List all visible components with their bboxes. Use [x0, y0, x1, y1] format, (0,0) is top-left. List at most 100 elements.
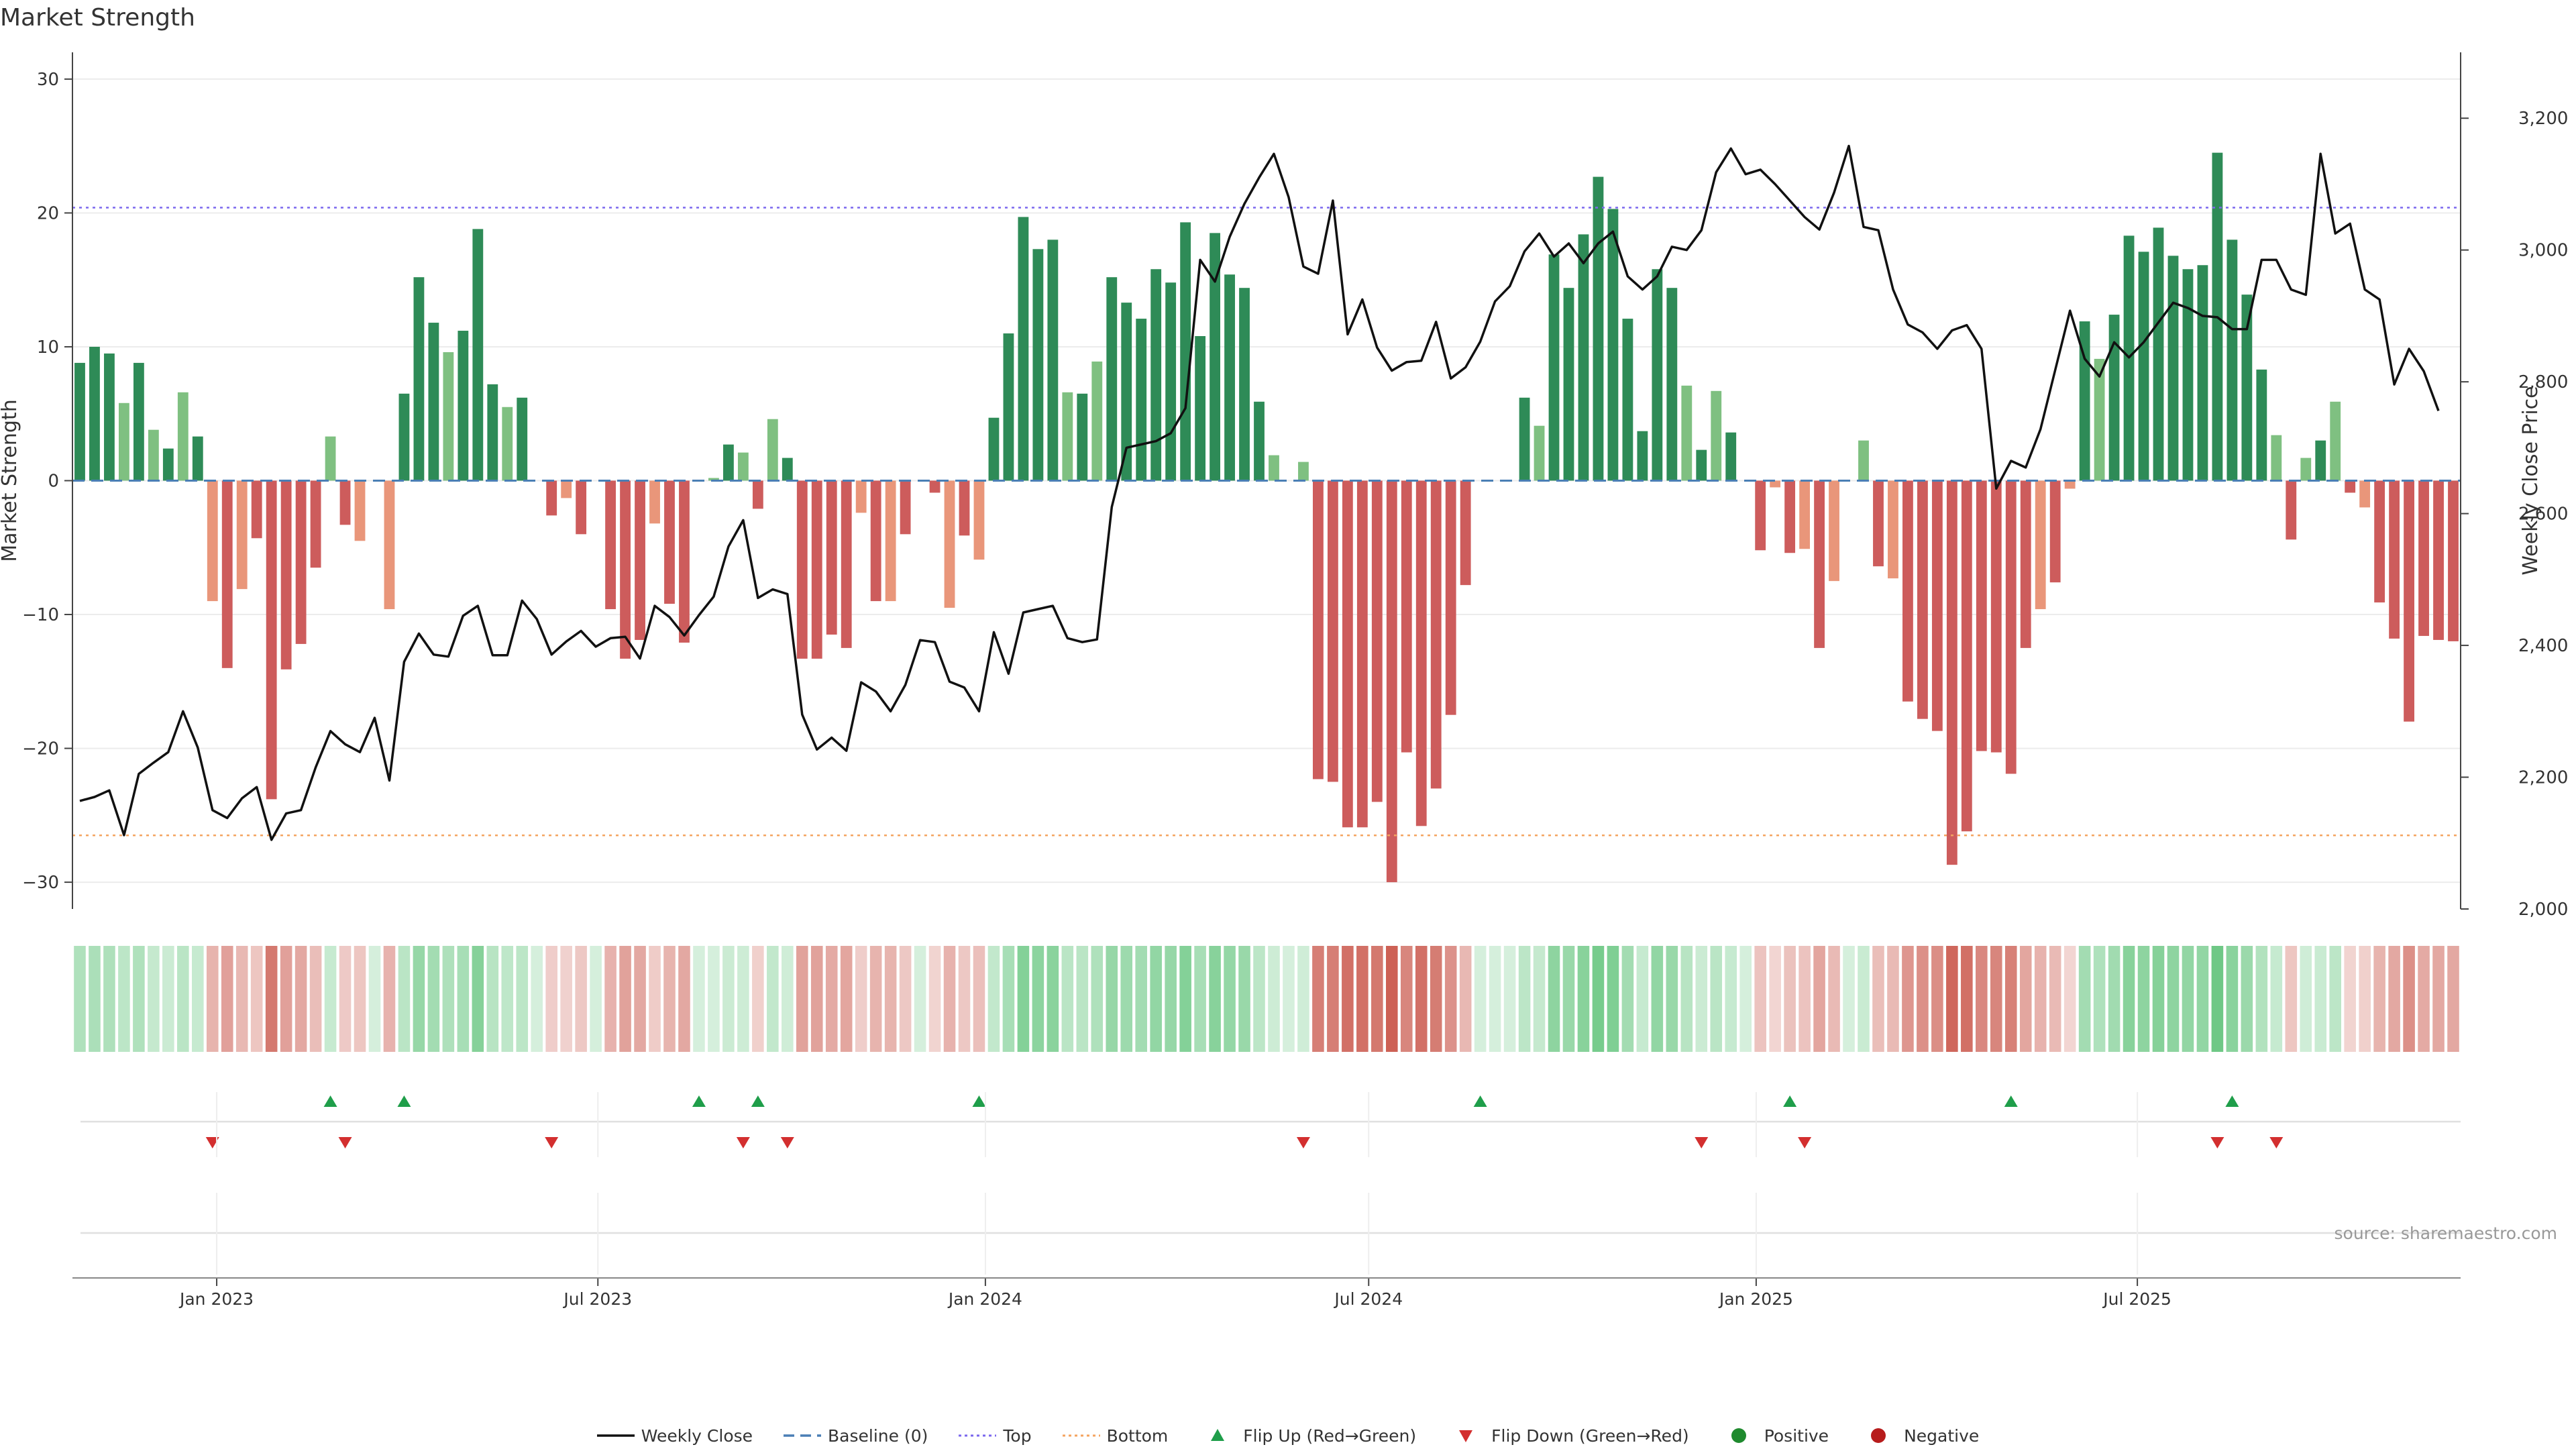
- y-tick-label-right: 2,200: [2518, 768, 2568, 788]
- heat-cell: [250, 946, 263, 1052]
- negative-bar: [354, 480, 366, 541]
- heat-cell: [869, 946, 882, 1052]
- flip-markers: [80, 1095, 2461, 1234]
- triangle-down-icon: [1459, 1430, 1473, 1442]
- triangle-up-icon: [1211, 1429, 1225, 1441]
- heat-cell: [2388, 946, 2400, 1052]
- flip-up-marker: [1783, 1095, 1797, 1107]
- negative-bar: [1873, 480, 1884, 567]
- positive-bar: [2197, 265, 2208, 481]
- positive-bar: [1666, 288, 1678, 481]
- negative-bar: [900, 480, 911, 535]
- positive-bar: [722, 444, 734, 481]
- legend-flip-down[interactable]: Flip Down (Green→Red): [1447, 1426, 1689, 1446]
- positive-bar: [148, 429, 159, 481]
- negative-bar: [1356, 480, 1368, 828]
- negative-bar: [1445, 480, 1456, 715]
- legend-top[interactable]: Top: [959, 1426, 1032, 1446]
- legend-label: Baseline (0): [828, 1426, 928, 1446]
- x-tick-label: Jul 2023: [562, 1289, 632, 1309]
- heat-cell: [1415, 946, 1428, 1052]
- positive-bar: [1725, 432, 1737, 481]
- heat-cell: [1828, 946, 1840, 1052]
- strength-heat-strip: [74, 946, 2459, 1052]
- legend-label: Flip Up (Red→Green): [1243, 1426, 1417, 1446]
- legend: Weekly Close Baseline (0) Top Bottom Fli…: [0, 1422, 2576, 1449]
- legend-flip-up[interactable]: Flip Up (Red→Green): [1199, 1426, 1416, 1446]
- heat-cell: [177, 946, 189, 1052]
- positive-bar: [1032, 249, 1044, 481]
- heat-cell: [619, 946, 631, 1052]
- legend-bottom[interactable]: Bottom: [1062, 1426, 1169, 1446]
- heat-cell: [1076, 946, 1089, 1052]
- negative-bar: [310, 480, 321, 568]
- heat-cell: [2285, 946, 2298, 1052]
- heat-cell: [1327, 946, 1339, 1052]
- reference-lines: [72, 207, 2461, 837]
- flip-up-marker: [323, 1095, 337, 1107]
- positive-bar: [1165, 282, 1177, 481]
- heat-cell: [2108, 946, 2121, 1052]
- legend-weekly-close[interactable]: Weekly Close: [596, 1426, 753, 1446]
- positive-bar: [1239, 288, 1250, 481]
- positive-bar: [1195, 336, 1206, 481]
- x-tick-label: Jan 2024: [947, 1289, 1022, 1309]
- heat-cell: [1990, 946, 2002, 1052]
- legend-label: Negative: [1904, 1426, 1980, 1446]
- negative-bar: [855, 480, 867, 513]
- heat-cell: [1386, 946, 1398, 1052]
- heat-cell: [1017, 946, 1030, 1052]
- heat-cell: [560, 946, 572, 1052]
- positive-bar: [502, 407, 513, 481]
- negative-bar: [796, 480, 808, 659]
- heat-cell: [1621, 946, 1634, 1052]
- heat-cell: [2078, 946, 2091, 1052]
- x-tick-label: Jan 2025: [1718, 1289, 1793, 1309]
- positive-bar: [2300, 458, 2312, 481]
- heat-cell: [1548, 946, 1560, 1052]
- legend-positive[interactable]: Positive: [1720, 1426, 1829, 1446]
- flip-up-marker: [1473, 1095, 1487, 1107]
- heat-cell: [1061, 946, 1074, 1052]
- negative-bar: [870, 480, 881, 602]
- positive-bar: [2182, 269, 2194, 481]
- heat-cell: [1858, 946, 1870, 1052]
- legend-baseline[interactable]: Baseline (0): [784, 1426, 928, 1446]
- positive-bar: [1136, 319, 1147, 481]
- legend-label: Bottom: [1106, 1426, 1169, 1446]
- flip-up-marker: [692, 1095, 706, 1107]
- heat-cell: [1165, 946, 1177, 1052]
- positive-bar: [517, 397, 528, 481]
- negative-bar: [2286, 480, 2297, 540]
- heat-cell: [649, 946, 661, 1052]
- heat-cell: [1843, 946, 1855, 1052]
- heat-cell: [752, 946, 764, 1052]
- legend-line-icon: [596, 1434, 635, 1437]
- heat-cell: [1961, 946, 1973, 1052]
- heat-cell: [354, 946, 366, 1052]
- heat-cell: [2137, 946, 2150, 1052]
- positive-bar: [1077, 393, 1088, 481]
- heat-cell: [737, 946, 749, 1052]
- heat-cell: [575, 946, 587, 1052]
- positive-bar: [1003, 333, 1014, 481]
- heat-cell: [825, 946, 838, 1052]
- negative-bar: [1799, 480, 1811, 549]
- positive-bar: [988, 417, 1000, 481]
- heat-cell: [663, 946, 676, 1052]
- y-tick-label-left: 30: [37, 70, 59, 90]
- positive-bar: [177, 392, 189, 481]
- positive-bar: [782, 458, 793, 481]
- positive-bar: [192, 436, 203, 481]
- y-tick-label-left: 0: [48, 472, 59, 492]
- positive-bar: [1210, 233, 1220, 481]
- heat-cell: [884, 946, 897, 1052]
- heat-cell: [1106, 946, 1118, 1052]
- heat-cell: [2432, 946, 2445, 1052]
- heat-cell: [590, 946, 602, 1052]
- heat-cell: [1518, 946, 1531, 1052]
- y-tick-label-right: 2,800: [2518, 372, 2568, 392]
- heat-cell: [531, 946, 543, 1052]
- legend-negative[interactable]: Negative: [1860, 1426, 1979, 1446]
- heat-cell: [1695, 946, 1708, 1052]
